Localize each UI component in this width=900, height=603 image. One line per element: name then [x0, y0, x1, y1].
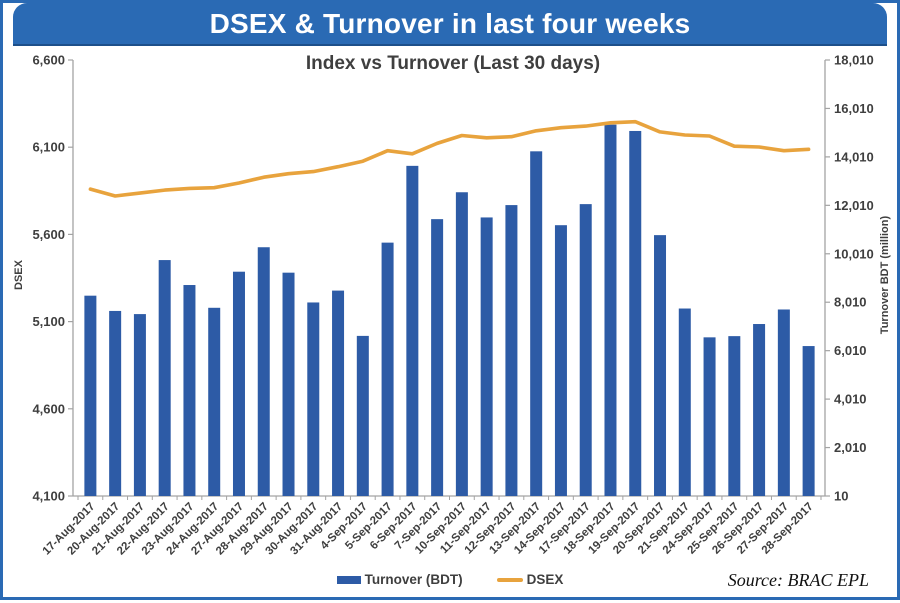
- turnover-bar: [332, 290, 345, 496]
- turnover-bar: [530, 151, 543, 496]
- right-axis-tick-label: 6,010: [834, 343, 867, 358]
- turnover-bar: [431, 219, 444, 496]
- turnover-bar: [183, 285, 196, 496]
- left-axis-tick-label: 4,100: [32, 489, 65, 504]
- legend-label: DSEX: [526, 572, 564, 587]
- chart-title: Index vs Turnover (Last 30 days): [305, 53, 601, 74]
- turnover-bar: [678, 308, 691, 496]
- legend-item: DSEX: [496, 572, 564, 587]
- turnover-bar: [208, 307, 221, 496]
- left-axis-tick-label: 5,100: [32, 314, 65, 329]
- combo-chart: 6,600 6,100 5,600 5,100 4,600 4,100 18,010 16,0…: [32, 53, 874, 558]
- right-axis-tick-label: 10,010: [834, 246, 874, 261]
- right-axis-tick-label: 14,010: [834, 149, 874, 164]
- turnover-bar: [109, 310, 122, 496]
- turnover-bar: [282, 272, 295, 496]
- turnover-bar: [554, 225, 567, 496]
- turnover-bar: [84, 295, 97, 496]
- source-note: Source: BRAC EPL: [727, 570, 869, 590]
- legend-label: Turnover (BDT): [364, 572, 463, 587]
- legend-bar-swatch: [336, 575, 361, 584]
- turnover-bar: [232, 271, 245, 496]
- right-axis-tick-label: 10: [834, 489, 848, 504]
- turnover-bar: [307, 302, 320, 496]
- turnover-bar: [480, 217, 493, 496]
- turnover-bar: [158, 260, 171, 496]
- right-axis-tick-label: 8,010: [834, 295, 867, 310]
- left-axis-title: DSEX: [13, 260, 25, 290]
- turnover-bar: [505, 205, 518, 496]
- right-axis-title: Turnover BDT (million): [879, 215, 891, 335]
- turnover-bar: [406, 165, 419, 496]
- left-axis-tick-label: 6,600: [32, 53, 65, 68]
- turnover-bar: [777, 309, 790, 496]
- turnover-bar: [703, 337, 716, 496]
- turnover-bar: [728, 336, 741, 496]
- left-axis-tick-label: 5,600: [32, 227, 65, 242]
- dsex-line: [88, 119, 811, 198]
- turnover-bar: [753, 324, 766, 496]
- turnover-bar: [133, 314, 146, 496]
- page-title: DSEX & Turnover in last four weeks: [209, 7, 691, 39]
- turnover-bar: [356, 335, 369, 496]
- right-axis-tick-label: 16,010: [834, 101, 874, 116]
- right-axis-tick-label: 12,010: [834, 198, 874, 213]
- turnover-bar: [629, 130, 642, 496]
- turnover-bar: [381, 242, 394, 496]
- turnover-bar: [802, 346, 815, 496]
- turnover-bar: [257, 247, 270, 496]
- turnover-bar: [579, 204, 592, 496]
- left-axis-tick-label: 4,600: [32, 401, 65, 416]
- legend-item: Turnover (BDT): [336, 572, 463, 587]
- right-axis-tick-label: 18,010: [834, 53, 874, 68]
- right-axis-tick-label: 4,010: [834, 392, 867, 407]
- right-axis-tick-label: 2,010: [834, 440, 867, 455]
- title-banner: DSEX & Turnover in last four weeks: [13, 3, 887, 46]
- turnover-bar: [604, 124, 617, 496]
- turnover-bar: [654, 235, 667, 497]
- chart-legend: Turnover (BDT) DSEX: [3, 572, 897, 587]
- left-axis-tick-label: 6,100: [32, 140, 65, 155]
- legend-line-swatch: [496, 577, 523, 582]
- turnover-bar: [455, 192, 468, 496]
